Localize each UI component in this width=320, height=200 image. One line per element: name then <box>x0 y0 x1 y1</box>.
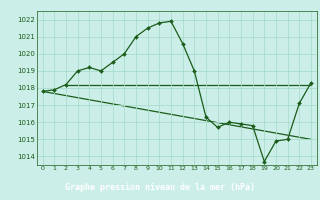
Text: Graphe pression niveau de la mer (hPa): Graphe pression niveau de la mer (hPa) <box>65 182 255 192</box>
